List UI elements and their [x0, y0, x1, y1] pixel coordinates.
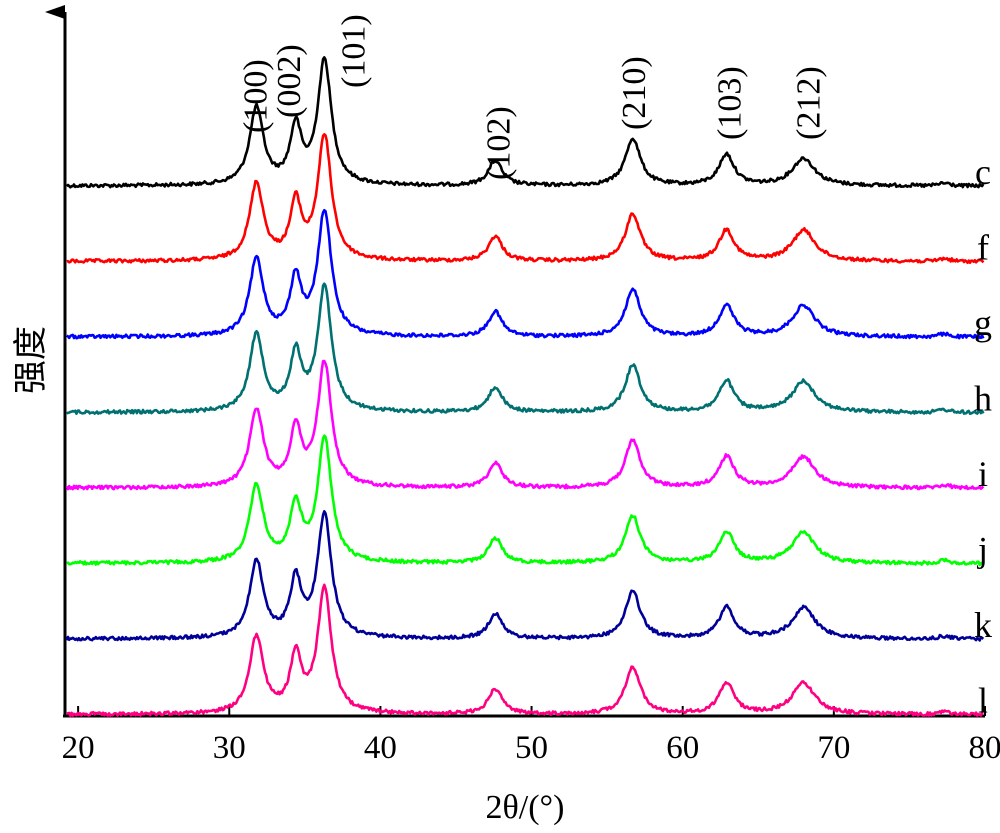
series-lines: [65, 56, 985, 718]
peak-label: (103): [712, 66, 749, 140]
series-line-i: [65, 359, 985, 491]
peak-label: (210): [616, 56, 653, 130]
series-line-k: [65, 510, 985, 642]
series-line-f: [66, 133, 985, 264]
series-line-l: [66, 583, 984, 718]
x-tick-label: 50: [515, 730, 548, 766]
x-tick-label: 20: [62, 730, 95, 766]
series-label-g: g: [974, 303, 992, 343]
series-label-h: h: [974, 379, 992, 419]
x-tick-label: 70: [817, 730, 850, 766]
peak-label: (212): [791, 66, 828, 140]
peak-label: (102): [480, 106, 517, 180]
x-axis-title: 2θ/(°): [486, 789, 565, 826]
x-tick-label: 80: [969, 730, 1000, 766]
series-label-c: c: [975, 152, 991, 192]
peak-label: (101): [336, 14, 373, 88]
series-label-i: i: [978, 454, 988, 494]
series-line-h: [65, 282, 985, 415]
peak-labels: (100)(002) (101) (102) (210) (103) (212): [238, 14, 828, 180]
axes: [45, 5, 985, 718]
series-line-g: [66, 209, 985, 340]
x-tick-label: 60: [666, 730, 699, 766]
peak-label: (002): [271, 44, 308, 118]
series-label-j: j: [976, 530, 988, 570]
series-label-l: l: [978, 681, 988, 721]
peak-label: (100): [238, 59, 275, 133]
x-tick-label: 30: [213, 730, 246, 766]
series-label-f: f: [977, 228, 989, 268]
series-line-c: [65, 56, 985, 189]
series-label-k: k: [974, 605, 992, 645]
y-axis-title: 强度: [12, 326, 50, 394]
series-line-j: [66, 434, 984, 567]
x-tick-label: 40: [364, 730, 397, 766]
